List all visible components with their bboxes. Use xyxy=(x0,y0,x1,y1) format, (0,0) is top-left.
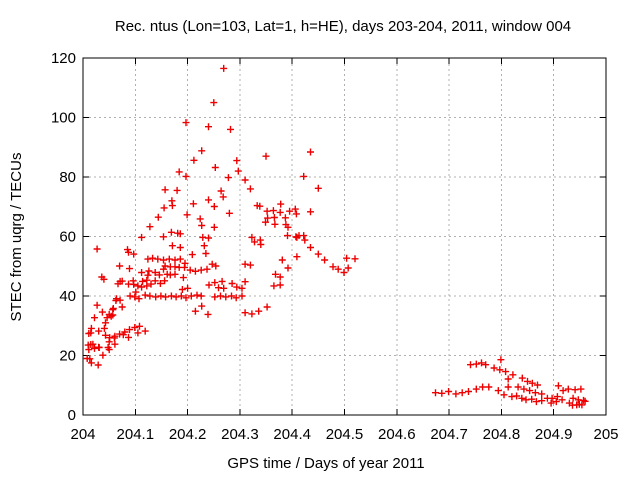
svg-text:204.6: 204.6 xyxy=(378,426,416,443)
svg-text:204.5: 204.5 xyxy=(326,426,364,443)
y-axis-label: STEC from uqrg / TECUs xyxy=(8,152,25,322)
svg-text:204.8: 204.8 xyxy=(483,426,521,443)
svg-text:204.7: 204.7 xyxy=(430,426,468,443)
svg-text:60: 60 xyxy=(59,229,76,246)
svg-text:204.2: 204.2 xyxy=(169,426,207,443)
svg-text:40: 40 xyxy=(59,288,76,305)
svg-text:204.4: 204.4 xyxy=(273,426,311,443)
svg-text:204.9: 204.9 xyxy=(535,426,573,443)
svg-text:80: 80 xyxy=(59,169,76,186)
x-axis-label: GPS time / Days of year 2011 xyxy=(227,455,425,472)
svg-text:204: 204 xyxy=(70,426,95,443)
svg-text:204.3: 204.3 xyxy=(221,426,259,443)
svg-text:120: 120 xyxy=(51,50,76,67)
svg-text:100: 100 xyxy=(51,110,76,127)
svg-text:20: 20 xyxy=(59,348,76,365)
svg-text:204.1: 204.1 xyxy=(117,426,155,443)
svg-text:0: 0 xyxy=(68,407,76,424)
svg-text:205: 205 xyxy=(593,426,618,443)
chart-title: Rec. ntus (Lon=103, Lat=1, h=HE), days 2… xyxy=(114,18,572,35)
